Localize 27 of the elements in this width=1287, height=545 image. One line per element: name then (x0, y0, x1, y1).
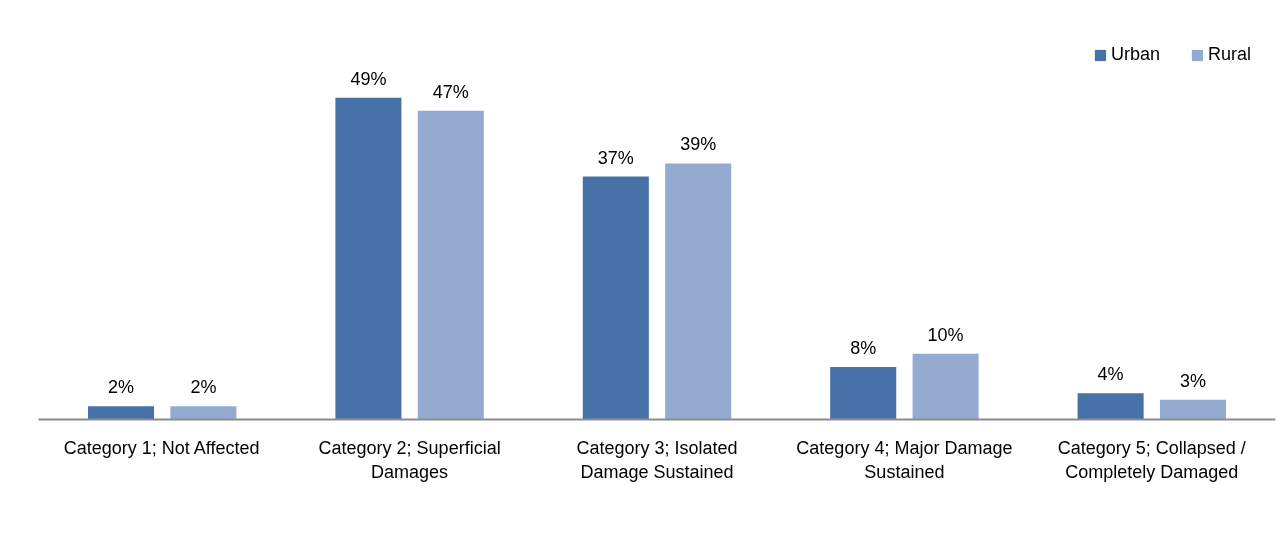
data-label: 2% (108, 377, 135, 398)
x-tick-label: Category 2; Superficial Damages (318, 437, 501, 482)
data-label: 2% (190, 377, 217, 398)
data-label: 39% (680, 134, 717, 155)
bar (335, 97, 402, 420)
data-label: 3% (1179, 370, 1206, 391)
x-tick-label: Category 4; Major Damage Sustained (796, 437, 1013, 482)
x-tick-label: Category 3; Isolated Damage Sustained (576, 437, 738, 482)
bar (1159, 399, 1227, 420)
bar (87, 406, 155, 420)
bar (170, 406, 237, 420)
x-tick-label: Category 1; Not Affected (63, 437, 260, 458)
data-label: 8% (850, 337, 877, 358)
x-tick-label: Category 5; Collapsed / Completely Damaged (1057, 437, 1246, 482)
bar (912, 353, 979, 420)
bar (665, 163, 732, 420)
data-label: 37% (597, 147, 634, 168)
bar (417, 110, 484, 420)
bar (830, 366, 897, 420)
data-label: 47% (432, 81, 469, 102)
data-label: 4% (1097, 364, 1124, 385)
bar (1077, 393, 1144, 420)
bar (582, 176, 649, 420)
legend-label: Rural (1207, 44, 1251, 65)
data-label: 49% (350, 68, 387, 89)
legend-label: Urban (1110, 44, 1160, 65)
data-label: 10% (927, 324, 964, 345)
